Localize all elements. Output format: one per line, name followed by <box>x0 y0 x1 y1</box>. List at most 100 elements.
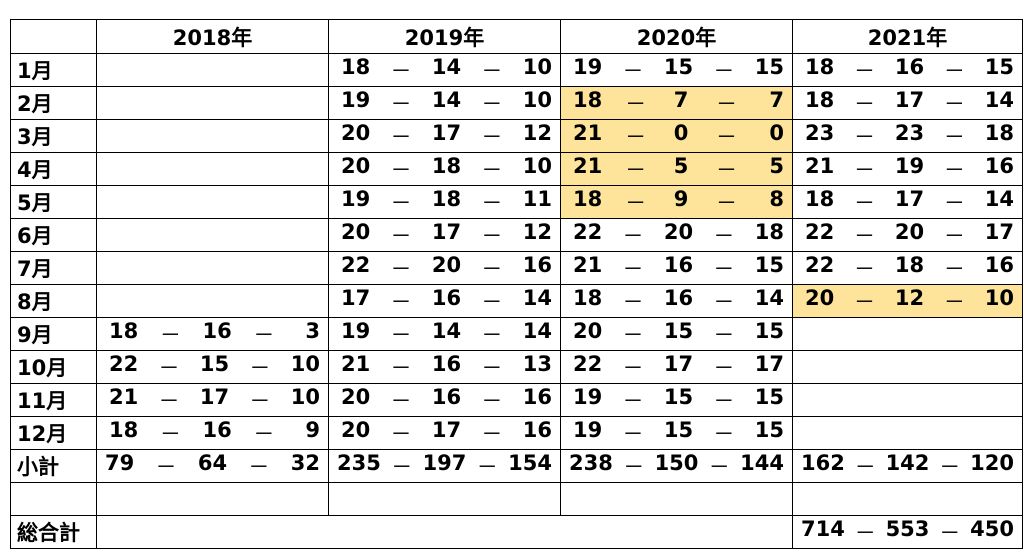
draws-value: 18 <box>431 154 462 178</box>
separator-dash: － <box>622 290 644 314</box>
record-cell <box>96 119 329 153</box>
separator-dash: － <box>713 59 735 83</box>
wins-value: 18 <box>109 418 139 442</box>
losses-value: 15 <box>984 55 1014 79</box>
record-cell <box>792 317 1023 351</box>
month-row: 8月 17 － 16 － 14 18 － 16 － 14 20 － 12 － 10 <box>10 284 1023 318</box>
wins-value: 22 <box>573 352 603 376</box>
separator-dash: － <box>390 323 412 347</box>
losses-value: 15 <box>754 385 784 409</box>
record-cell <box>96 53 329 87</box>
separator-dash: － <box>481 323 503 347</box>
separator-dash: － <box>390 92 412 116</box>
record-cell <box>96 284 329 318</box>
separator-dash: － <box>390 224 412 248</box>
wins-value: 22 <box>805 253 835 277</box>
record-cell <box>96 185 329 219</box>
year-header-cell: 2018年 <box>96 19 329 54</box>
record-triplet: 162 － 142 － 120 <box>794 451 1022 481</box>
separator-dash: － <box>622 224 644 248</box>
month-label: 5月 <box>10 185 97 219</box>
separator-dash: － <box>713 323 735 347</box>
separator-dash: － <box>391 455 413 479</box>
losses-value: 12 <box>522 220 552 244</box>
record-cell: 18 － 16 － 14 <box>560 284 793 318</box>
separator-dash: － <box>158 356 180 380</box>
record-triplet: 18 － 9 － 8 <box>562 187 792 217</box>
wins-value: 18 <box>573 286 603 310</box>
separator-dash: － <box>481 125 503 149</box>
wins-value: 22 <box>573 220 603 244</box>
record-triplet: 19 － 14 － 10 <box>330 88 560 118</box>
separator-dash: － <box>159 323 181 347</box>
draws-value: 12 <box>894 286 925 310</box>
losses-value: 16 <box>522 385 552 409</box>
losses-value: 450 <box>970 517 1014 541</box>
grand-total-spacer <box>96 515 793 549</box>
wins-value: 20 <box>573 319 603 343</box>
losses-value: 16 <box>984 154 1014 178</box>
separator-dash: － <box>943 92 965 116</box>
separator-dash: － <box>481 158 503 182</box>
record-triplet: 17 － 16 － 14 <box>330 286 560 316</box>
separator-dash: － <box>390 422 412 446</box>
losses-value: 16 <box>522 418 552 442</box>
separator-dash: － <box>713 422 735 446</box>
wins-value: 21 <box>805 154 835 178</box>
empty-row <box>10 482 1023 516</box>
empty-cell <box>328 482 561 516</box>
separator-dash: － <box>625 158 647 182</box>
losses-value: 11 <box>522 187 552 211</box>
wins-value: 18 <box>573 88 603 112</box>
separator-dash: － <box>476 455 498 479</box>
separator-dash: － <box>625 125 647 149</box>
wins-value: 79 <box>105 451 135 475</box>
month-label: 10月 <box>10 350 97 384</box>
losses-value: 14 <box>754 286 784 310</box>
empty-cell <box>10 482 97 516</box>
record-triplet: 18 － 16 － 3 <box>98 319 328 349</box>
wins-value: 20 <box>341 220 371 244</box>
losses-value: 154 <box>508 451 552 475</box>
losses-value: 120 <box>970 451 1014 475</box>
record-triplet: 18 － 16 － 15 <box>794 55 1022 85</box>
separator-dash: － <box>716 191 738 215</box>
separator-dash: － <box>390 389 412 413</box>
corner-cell <box>10 19 97 54</box>
draws-value: 5 <box>673 154 689 178</box>
separator-dash: － <box>390 257 412 281</box>
draws-value: 16 <box>431 286 462 310</box>
separator-dash: － <box>943 191 965 215</box>
separator-dash: － <box>158 389 180 413</box>
record-triplet: 18 － 17 － 14 <box>794 88 1022 118</box>
separator-dash: － <box>253 422 275 446</box>
record-triplet: 22 － 15 － 10 <box>98 352 328 382</box>
wins-value: 20 <box>341 121 371 145</box>
wins-value: 21 <box>573 154 603 178</box>
wins-value: 162 <box>801 451 845 475</box>
record-cell: 20 － 15 － 15 <box>560 317 793 351</box>
record-table: 2018年 2019年 2020年 2021年 1月 18 － 14 － 10 19 － 15 －… <box>10 19 1023 549</box>
record-triplet: 18 － 7 － 7 <box>562 88 792 118</box>
month-label: 3月 <box>10 119 97 153</box>
separator-dash: － <box>481 290 503 314</box>
record-cell: 18 － 17 － 14 <box>792 86 1023 120</box>
separator-dash: － <box>253 323 275 347</box>
draws-value: 197 <box>422 451 467 475</box>
record-triplet: 20 － 16 － 16 <box>330 385 560 415</box>
separator-dash: － <box>716 158 738 182</box>
month-label: 2月 <box>10 86 97 120</box>
wins-value: 20 <box>341 418 371 442</box>
record-triplet: 19 － 18 － 11 <box>330 187 560 217</box>
record-cell: 22 － 20 － 16 <box>328 251 561 285</box>
record-triplet: 21 － 16 － 13 <box>330 352 560 382</box>
record-cell: 21 － 16 － 15 <box>560 251 793 285</box>
subtotal-cell: 162 － 142 － 120 <box>792 449 1023 483</box>
draws-value: 16 <box>663 286 694 310</box>
record-triplet: 18 － 16 － 9 <box>98 418 328 448</box>
subtotal-row: 小計 79 － 64 － 32 235 － 197 － 154 238 － 150 － 144 162 － 142 －… <box>10 449 1023 483</box>
losses-value: 15 <box>754 319 784 343</box>
draws-value: 23 <box>894 121 925 145</box>
wins-value: 238 <box>569 451 613 475</box>
record-triplet: 22 － 17 － 17 <box>562 352 792 382</box>
